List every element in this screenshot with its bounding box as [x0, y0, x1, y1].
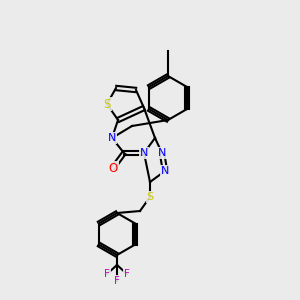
Text: F: F: [104, 269, 110, 279]
Text: S: S: [146, 192, 154, 202]
Text: N: N: [161, 166, 169, 176]
Text: N: N: [108, 133, 116, 143]
Text: N: N: [140, 148, 148, 158]
Text: F: F: [114, 276, 120, 286]
Text: S: S: [103, 98, 111, 110]
Text: O: O: [108, 161, 118, 175]
Text: F: F: [124, 269, 130, 279]
Text: N: N: [158, 148, 166, 158]
